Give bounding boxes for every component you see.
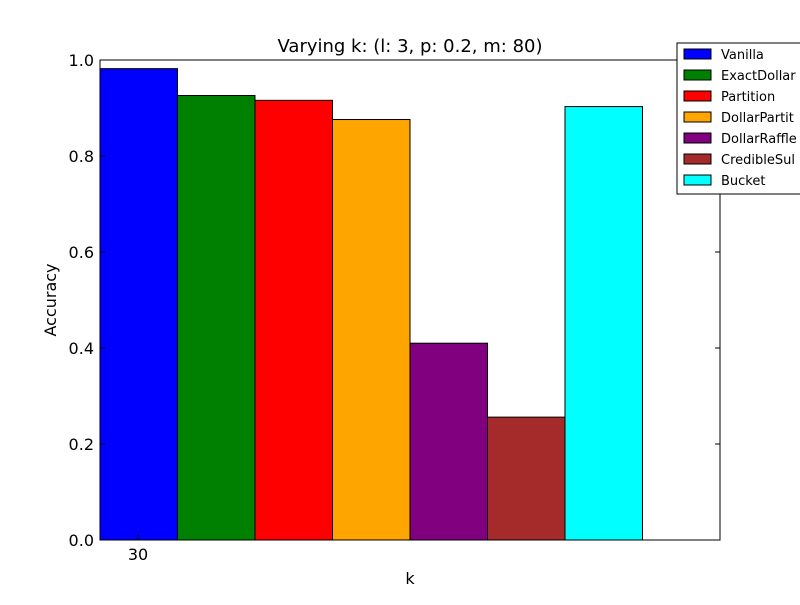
x-axis-label: k <box>405 569 415 588</box>
legend-swatch <box>683 132 712 144</box>
legend-swatch <box>683 48 712 60</box>
bar-dollarraffle <box>409 342 488 541</box>
legend-swatch <box>683 111 712 123</box>
chart-title: Varying k: (l: 3, p: 0.2, m: 80) <box>278 36 543 57</box>
plot-frame <box>99 59 721 541</box>
y-tick-label: 0.6 <box>69 243 94 262</box>
bar-dollarpartit <box>332 119 411 541</box>
x-axis: 30 <box>128 535 148 564</box>
bars-group <box>99 68 643 541</box>
x-tick-label: 30 <box>128 545 148 564</box>
legend-label: DollarPartit <box>721 111 794 126</box>
legend-label: ExactDollar <box>721 69 796 84</box>
bar-bucket <box>564 106 643 541</box>
legend-swatch <box>683 174 712 186</box>
legend-label: Bucket <box>721 174 765 189</box>
legend-swatch <box>683 153 712 165</box>
legend: Vanilla ExactDollar Partition DollarPartit D… <box>676 42 800 195</box>
bar-partition <box>254 99 333 541</box>
y-tick-label: 0.4 <box>69 339 94 358</box>
y-axis: 0.0 0.2 0.4 0.6 0.8 1.0 <box>69 51 720 550</box>
legend-swatch <box>683 90 712 102</box>
bar-exactdollar <box>177 95 256 541</box>
y-tick-label: 0.2 <box>69 435 94 454</box>
y-axis-label: Accuracy <box>41 263 60 336</box>
y-tick-label: 0.0 <box>69 531 94 550</box>
bar-crediblesul <box>487 416 566 541</box>
legend-label: Vanilla <box>721 48 764 63</box>
legend-label: CredibleSul <box>721 153 795 168</box>
bar-vanilla <box>99 68 178 541</box>
legend-swatch <box>683 69 712 81</box>
y-tick-label: 1.0 <box>69 51 94 70</box>
legend-label: Partition <box>721 90 775 105</box>
legend-label: DollarRaffle <box>721 132 797 147</box>
y-tick-label: 0.8 <box>69 147 94 166</box>
